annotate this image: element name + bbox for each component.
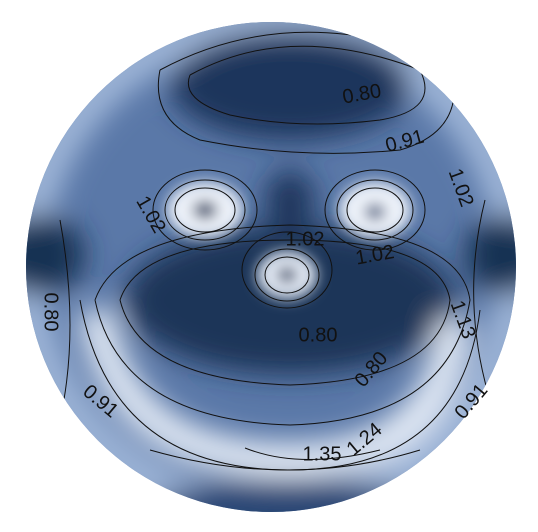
contour-label: 0.80 (299, 324, 338, 346)
contour-label: 1.02 (286, 228, 325, 250)
contour-label: 0.80 (40, 293, 62, 332)
contour-label: 1.35 (303, 443, 342, 465)
contour-lines (59, 31, 491, 471)
